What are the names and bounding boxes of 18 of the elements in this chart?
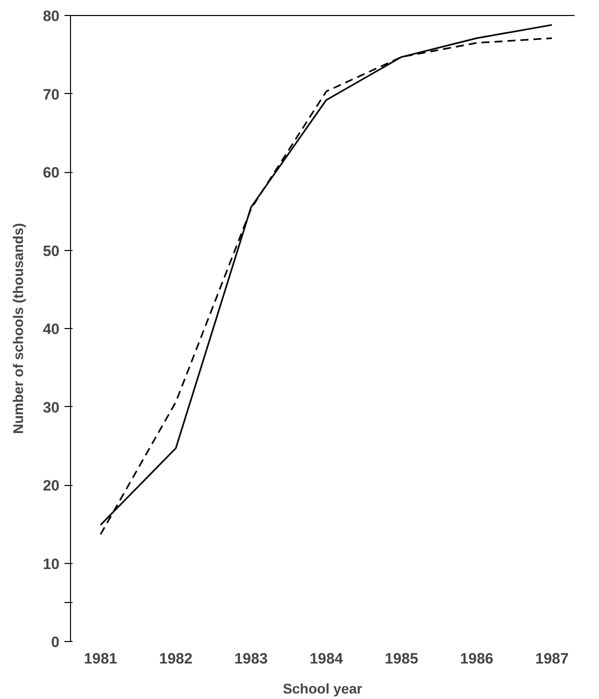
x-tick-label: 1986: [460, 650, 494, 668]
y-tick-label: 20: [42, 478, 60, 494]
x-tick-label: 1982: [159, 650, 193, 668]
y-tick-label: 40: [42, 321, 60, 338]
y-tick-label: 70: [42, 86, 60, 104]
x-axis-title: School year: [282, 680, 363, 696]
y-axis-title: Number of schools (thousands): [10, 223, 26, 434]
y-tick-label: 80: [42, 8, 60, 25]
y-tick-label: 50: [42, 242, 60, 260]
x-tick-label: 1983: [234, 650, 268, 668]
x-tick-label: 1984: [310, 650, 344, 668]
x-tick-label: 1981: [84, 650, 118, 668]
y-tick-label: 10: [42, 556, 60, 573]
y-tick-label: 30: [42, 399, 60, 416]
y-tick-label: 60: [42, 164, 60, 182]
y-tick-label: 0: [51, 634, 60, 651]
x-tick-label: 1987: [535, 650, 569, 668]
x-tick-label: 1985: [384, 650, 418, 668]
